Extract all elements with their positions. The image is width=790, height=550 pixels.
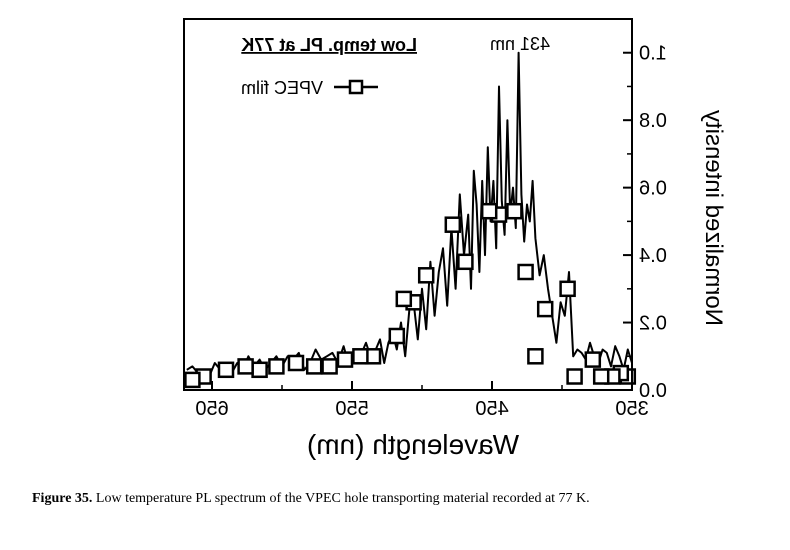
series-line-0 [186,51,633,378]
legend: VPEC film [241,78,378,98]
data-point-marker [395,290,413,308]
chart-title: Low temp. PL at 77K [241,35,417,55]
data-point-marker [517,263,534,281]
data-point-marker [592,368,610,385]
data-point-marker [457,253,474,271]
y-tick-label: 0.0 [639,380,667,402]
ticks-layer [211,51,633,391]
data-point-marker [527,348,544,365]
data-point-marker [184,371,201,389]
data-point-marker [237,358,254,375]
caption-text: Low temperature PL spectrum of the VPEC … [95,491,590,506]
data-point-marker [566,368,583,385]
data-point-marker [536,300,554,318]
peak-annotation: 431 nm [490,34,550,54]
data-point-marker [352,348,369,365]
data-point-marker [217,361,235,379]
legend-label-vpec-film: VPEC film [241,78,323,98]
data-point-marker [506,202,523,220]
y-tick-label: 0.6 [639,178,667,200]
x-tick-label: 650 [195,398,228,420]
data-point-marker [251,361,268,379]
figure-caption: Figure 35. Low temperature PL spectrum o… [32,484,758,514]
y-tick-label: 1.0 [639,43,667,65]
data-point-marker [268,358,285,375]
data-point-marker [321,358,338,375]
x-tick-label: 350 [615,398,648,420]
data-point-marker [388,327,406,345]
data-point-marker [559,280,576,298]
caption-label: Figure 35. [32,491,93,506]
y-axis-label: Normalized intensity [700,110,727,326]
data-point-marker [444,216,462,233]
x-tick-label: 450 [475,398,508,420]
data-point-marker [417,267,435,284]
y-tick-label: 0.8 [639,110,667,132]
x-tick-label: 550 [335,398,368,420]
series-layer [184,51,637,389]
data-point-marker [287,354,305,372]
y-tick-label: 0.2 [639,313,667,335]
data-point-marker [480,202,498,220]
data-point-marker [305,358,323,375]
labels-layer: 0.0 0.2 0.4 0.6 0.8 1.0 350 450 550 650 [195,43,667,420]
legend-marker [348,79,364,95]
data-point-marker [584,351,602,368]
y-tick-label: 0.4 [639,245,667,267]
x-axis-label: Wavelength (nm) [307,429,519,460]
data-point-marker [336,351,354,368]
plot-frame [183,18,633,391]
